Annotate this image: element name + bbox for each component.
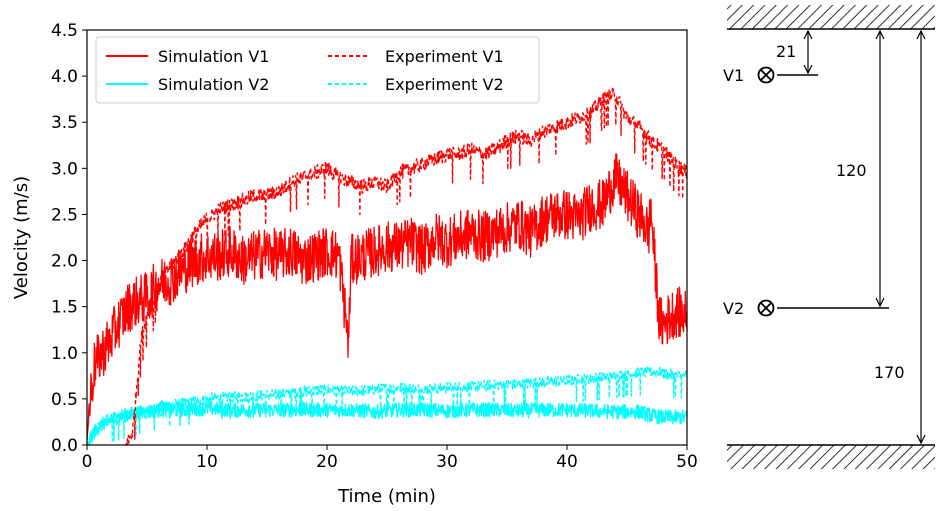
y-tick-label: 0.0 bbox=[51, 436, 78, 456]
x-tick-label: 50 bbox=[676, 452, 698, 472]
x-tick-label: 0 bbox=[82, 452, 93, 472]
velocity-chart: 0 10 20 30 40 50 0.0 0.5 1.0 1.5 2.0 2.5 3.0 3.5 4.0 4.… bbox=[11, 21, 698, 507]
x-axis-label: Time (min) bbox=[337, 486, 436, 507]
y-tick-label: 4.0 bbox=[51, 67, 78, 87]
y-tick-label: 2.5 bbox=[51, 205, 78, 225]
sensor-v2-icon bbox=[759, 301, 774, 316]
y-tick-label: 0.5 bbox=[51, 390, 78, 410]
y-axis-label: Velocity (m/s) bbox=[11, 176, 32, 299]
y-tick-label: 2.0 bbox=[51, 252, 78, 272]
y-tick-label: 1.0 bbox=[51, 344, 78, 364]
dimension-120-label: 120 bbox=[836, 161, 867, 180]
bottom-wall bbox=[727, 445, 935, 469]
top-wall bbox=[727, 5, 935, 29]
x-tick-label: 20 bbox=[316, 452, 338, 472]
legend-label-experiment-v2: Experiment V2 bbox=[385, 75, 504, 94]
legend-label-experiment-v1: Experiment V1 bbox=[385, 47, 504, 66]
x-tick-label: 40 bbox=[556, 452, 578, 472]
sensor-diagram: 21 120 170 V1 V2 bbox=[723, 5, 935, 469]
sensor-v2-label: V2 bbox=[723, 299, 744, 318]
y-tick-label: 1.5 bbox=[51, 298, 78, 318]
series-line-simulation-v2 bbox=[87, 402, 687, 446]
legend-label-simulation-v1: Simulation V1 bbox=[158, 47, 269, 66]
dimension-170-label: 170 bbox=[874, 363, 905, 382]
series-layer bbox=[87, 88, 687, 445]
y-tick-label: 3.0 bbox=[51, 159, 78, 179]
legend: Simulation V1 Simulation V2 Experiment V… bbox=[96, 37, 539, 103]
x-tick-label: 10 bbox=[196, 452, 218, 472]
y-tick-label: 4.5 bbox=[51, 21, 78, 41]
dimension-21-label: 21 bbox=[776, 42, 796, 61]
sensor-v1-label: V1 bbox=[723, 66, 744, 85]
sensor-v1-icon bbox=[759, 68, 774, 83]
x-tick-label: 30 bbox=[436, 452, 458, 472]
legend-label-simulation-v2: Simulation V2 bbox=[158, 75, 269, 94]
y-tick-label: 3.5 bbox=[51, 113, 78, 133]
